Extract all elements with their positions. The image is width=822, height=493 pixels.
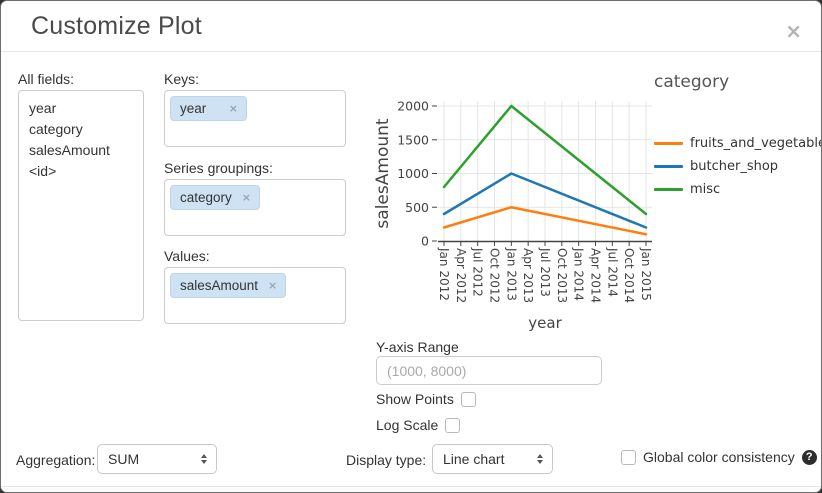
svg-text:Apr 2014: Apr 2014 [589,248,603,303]
legend-label: misc [690,182,721,197]
series-tag-category[interactable]: category × [170,185,260,210]
svg-text:1500: 1500 [397,132,429,147]
keys-dropzone[interactable]: year × [164,90,346,147]
global-color-checkbox[interactable] [621,449,636,465]
display-type-value: Line chart [443,451,505,467]
select-arrows-icon [201,454,207,464]
legend-label: butcher_shop [690,159,779,174]
legend-title: category [654,72,730,92]
field-item[interactable]: year [29,100,57,116]
show-points-label: Show Points [376,391,454,407]
preview-chart: 0 500 1000 1500 2000 Jan 2012 Apr 2012 Jul 2012… [371,56,822,348]
value-tag-salesamount[interactable]: salesAmount × [170,273,287,298]
legend-label: fruits_and_vegetable [690,136,822,151]
svg-text:Jul 2013: Jul 2013 [538,247,552,297]
svg-text:0: 0 [421,234,429,249]
select-arrows-icon [537,454,543,464]
legend-line-swatch [654,142,683,145]
chart-svg: 0 500 1000 1500 2000 Jan 2012 Apr 2012 Jul 2012… [373,99,653,333]
field-item[interactable]: category [29,121,83,137]
tag-label: salesAmount [180,278,259,293]
tag-label: year [180,101,207,116]
dialog-footer [1,486,821,492]
key-tag-year[interactable]: year × [170,96,247,121]
svg-text:Apr 2013: Apr 2013 [521,248,535,303]
log-scale-checkbox[interactable] [445,417,461,433]
log-scale-row: Log Scale [376,417,461,433]
aggregation-select[interactable]: SUM [97,444,217,474]
legend-item-fruits_and_vegetable[interactable]: fruits_and_vegetable [654,132,822,155]
svg-text:Apr 2012: Apr 2012 [454,248,468,303]
dialog-title: Customize Plot [31,12,202,40]
legend-item-butcher_shop[interactable]: butcher_shop [654,155,821,178]
legend-line-swatch [654,188,683,191]
show-points-checkbox[interactable] [460,391,476,407]
all-fields-listbox[interactable]: year category salesAmount <id> [18,90,144,321]
series-groupings-label: Series groupings: [164,160,273,176]
svg-text:Jan 2012: Jan 2012 [437,247,451,301]
svg-text:salesAmount: salesAmount [373,118,393,228]
tag-label: category [180,190,232,205]
svg-text:Oct 2014: Oct 2014 [622,248,636,303]
dialog-header: Customize Plot × [1,1,821,52]
help-icon[interactable]: ? [801,449,817,465]
all-fields-label: All fields: [18,71,75,87]
global-color-row: Global color consistency ? [621,449,817,465]
series-line-misc [442,104,648,216]
series-line-fruits_and_vegetable [442,206,648,236]
svg-text:Jul 2014: Jul 2014 [605,247,619,297]
svg-text:Jan 2015: Jan 2015 [639,247,653,301]
svg-text:Oct 2013: Oct 2013 [555,248,569,303]
keys-label: Keys: [164,71,200,87]
chart-plot-area: 0 500 1000 1500 2000 Jan 2012 Apr 2012 Jul 2012… [371,56,821,346]
svg-text:Jan 2013: Jan 2013 [504,247,518,301]
aggregation-label: Aggregation: [16,452,96,468]
tag-remove-icon[interactable]: × [241,191,251,204]
y-axis-range-input[interactable] [376,356,602,385]
series-groupings-dropzone[interactable]: category × [164,179,346,236]
show-points-row: Show Points [376,391,476,407]
series-line-butcher_shop [442,172,648,229]
tag-remove-icon[interactable]: × [268,279,278,292]
log-scale-label: Log Scale [376,417,439,433]
global-color-label: Global color consistency [643,449,795,465]
aggregation-value: SUM [108,451,140,467]
legend-line-swatch [654,165,683,168]
y-axis-range-label: Y-axis Range [376,339,459,355]
svg-text:500: 500 [405,200,429,215]
svg-text:Jan 2014: Jan 2014 [572,247,586,301]
svg-text:Oct 2012: Oct 2012 [488,248,502,303]
tag-remove-icon[interactable]: × [228,102,238,115]
chart-legend: category fruits_and_vegetable butcher_sho… [654,72,822,201]
display-type-select[interactable]: Line chart [432,444,553,474]
field-item[interactable]: <id> [29,163,57,179]
svg-text:Jul 2012: Jul 2012 [471,247,485,297]
values-dropzone[interactable]: salesAmount × [164,267,346,324]
close-icon[interactable]: × [785,19,802,43]
svg-text:1000: 1000 [397,166,429,181]
values-label: Values: [164,248,210,264]
display-type-label: Display type: [346,452,427,468]
field-item[interactable]: salesAmount [29,142,110,158]
svg-text:year: year [528,314,562,332]
svg-text:2000: 2000 [397,99,429,114]
legend-item-misc[interactable]: misc [654,178,821,201]
